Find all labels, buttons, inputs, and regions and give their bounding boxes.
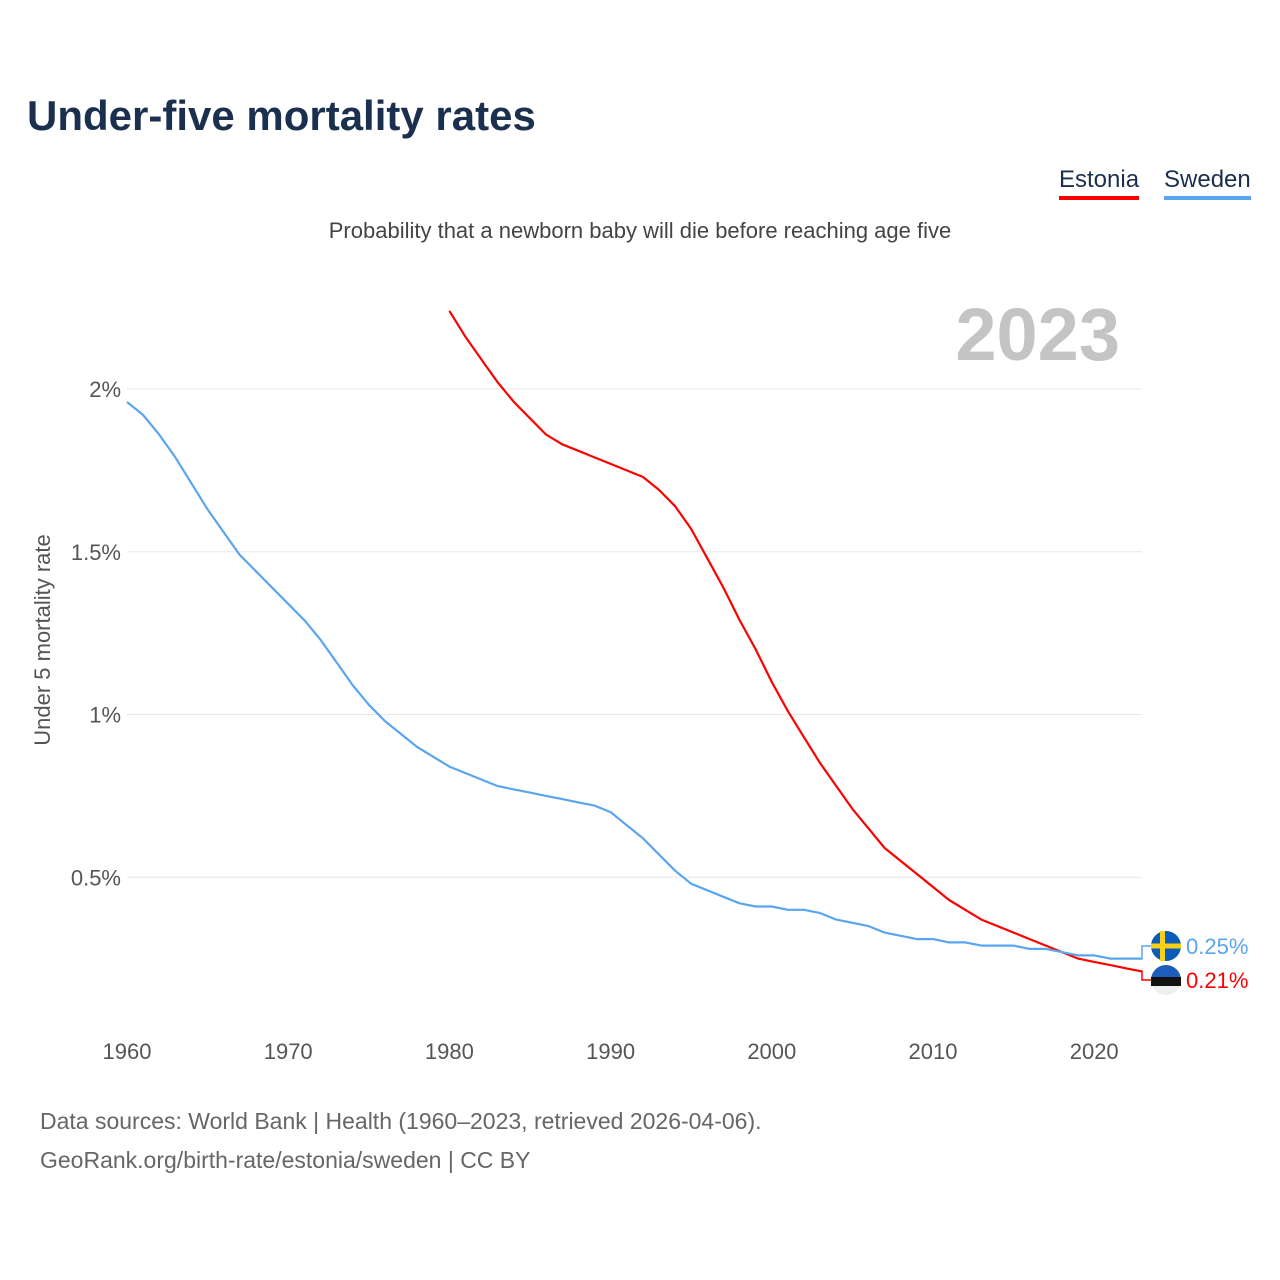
end-value-label-sweden: 0.25% bbox=[1186, 934, 1248, 959]
x-tick-label: 2000 bbox=[747, 1039, 796, 1064]
x-tick-label: 2010 bbox=[909, 1039, 958, 1064]
end-connector bbox=[1141, 970, 1152, 981]
x-tick-label: 1980 bbox=[425, 1039, 474, 1064]
estonia-flag-black bbox=[1151, 977, 1181, 986]
estonia-flag-blue bbox=[1151, 965, 1181, 980]
x-tick-label: 1960 bbox=[103, 1039, 152, 1064]
sweden-flag-cross bbox=[1160, 931, 1165, 961]
series-line-estonia bbox=[448, 310, 1143, 973]
legend-item-sweden[interactable]: Sweden bbox=[1164, 166, 1251, 200]
source-line: Data sources: World Bank | Health (1960–… bbox=[40, 1108, 762, 1134]
chart-subtitle: Probability that a newborn baby will die… bbox=[328, 218, 952, 243]
y-tick-label: 1.5% bbox=[71, 540, 121, 565]
end-value-label-estonia: 0.21% bbox=[1186, 968, 1248, 993]
y-tick-label: 2% bbox=[89, 377, 121, 402]
end-connector bbox=[1141, 945, 1152, 960]
y-axis-label: Under 5 mortality rate bbox=[30, 534, 55, 746]
source-link[interactable]: GeoRank.org/birth-rate/estonia/sweden | … bbox=[40, 1147, 531, 1173]
sweden-flag-cross bbox=[1151, 943, 1181, 949]
legend-item-estonia[interactable]: Estonia bbox=[1059, 166, 1140, 200]
year-watermark: 2023 bbox=[955, 293, 1120, 376]
series-line-sweden bbox=[126, 401, 1143, 960]
x-tick-label: 1970 bbox=[264, 1039, 313, 1064]
page-title: Under-five mortality rates bbox=[27, 92, 536, 139]
y-tick-label: 1% bbox=[89, 703, 121, 728]
x-tick-label: 2020 bbox=[1070, 1039, 1119, 1064]
x-tick-label: 1990 bbox=[586, 1039, 635, 1064]
y-tick-label: 0.5% bbox=[71, 865, 121, 890]
